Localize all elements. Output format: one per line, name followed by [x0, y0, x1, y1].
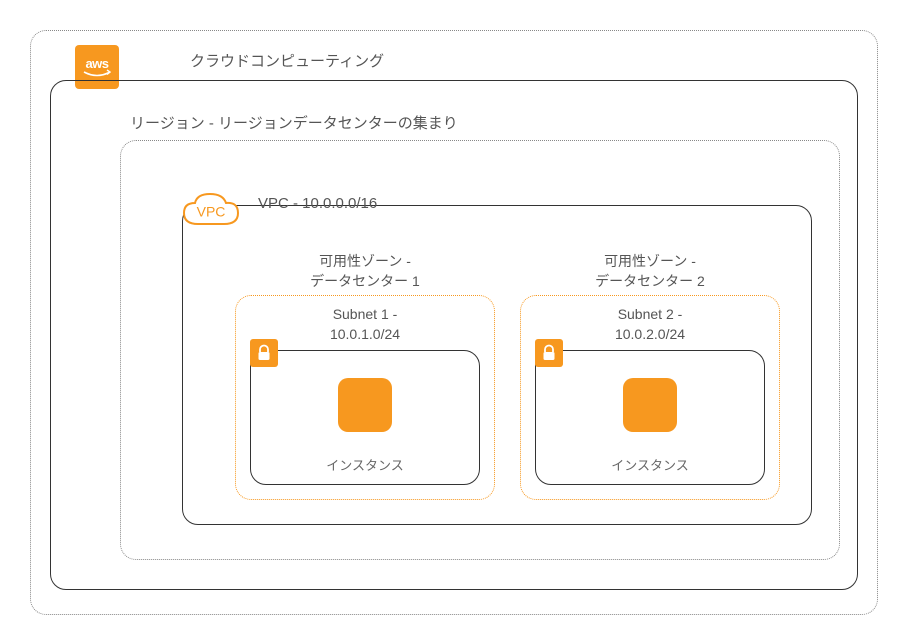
subnet1-line1: Subnet 1 -: [333, 306, 398, 322]
az1-title: 可用性ゾーン - データセンター 1: [235, 252, 495, 291]
az2-title: 可用性ゾーン - データセンター 2: [520, 252, 780, 291]
subnet1-title: Subnet 1 - 10.0.1.0/24: [250, 305, 480, 344]
az2-line1: 可用性ゾーン -: [604, 253, 696, 269]
region-title: リージョン - リージョンデータセンターの集まり: [130, 112, 458, 133]
vpc-badge-text: VPC: [197, 203, 226, 219]
az1-line2: データセンター 1: [310, 273, 420, 289]
instance2-label: インスタンス: [535, 455, 765, 474]
az1-line1: 可用性ゾーン -: [319, 253, 411, 269]
cloud-title: クラウドコンピューティング: [190, 50, 384, 71]
lock-icon: [250, 339, 278, 367]
lock-icon: [535, 339, 563, 367]
az2-line2: データセンター 2: [595, 273, 705, 289]
instance1-icon: [338, 378, 392, 432]
subnet2-line1: Subnet 2 -: [618, 306, 683, 322]
vpc-title: VPC - 10.0.0.0/16: [258, 195, 377, 212]
diagram-canvas: aws クラウドコンピューティング リージョン - リージョンデータセンターの集…: [0, 0, 908, 641]
subnet1-line2: 10.0.1.0/24: [330, 326, 400, 342]
subnet2-line2: 10.0.2.0/24: [615, 326, 685, 342]
instance1-label: インスタンス: [250, 455, 480, 474]
vpc-cloud-icon: VPC: [178, 190, 244, 232]
subnet2-title: Subnet 2 - 10.0.2.0/24: [535, 305, 765, 344]
instance2-icon: [623, 378, 677, 432]
